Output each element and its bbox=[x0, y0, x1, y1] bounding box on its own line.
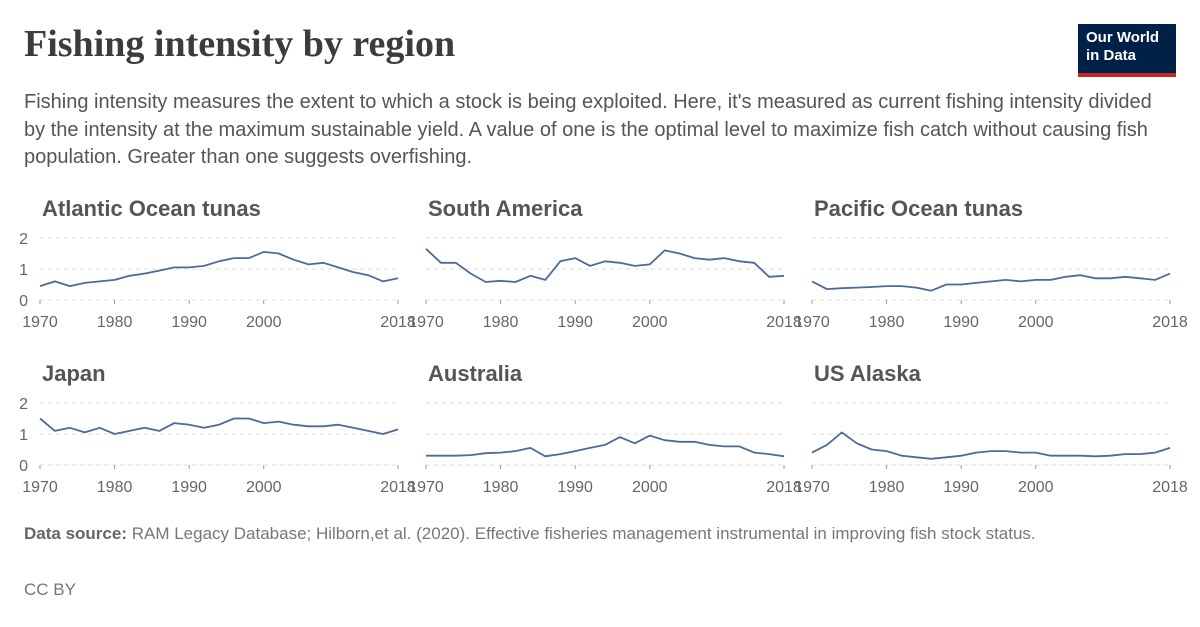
x-tick-label: 2018 bbox=[766, 479, 802, 496]
x-tick-label: 1970 bbox=[22, 314, 58, 331]
x-tick-label: 1990 bbox=[943, 479, 979, 496]
x-tick-label: 1990 bbox=[943, 314, 979, 331]
x-tick-label: 2018 bbox=[380, 479, 416, 496]
x-tick-label: 1970 bbox=[794, 479, 830, 496]
panel-title: Pacific Ocean tunas bbox=[814, 196, 1023, 221]
x-tick-label: 2000 bbox=[1018, 314, 1054, 331]
logo-line: Our World bbox=[1086, 29, 1160, 46]
x-tick-label: 1980 bbox=[483, 479, 519, 496]
y-tick-label: 2 bbox=[19, 396, 28, 413]
x-tick-label: 1990 bbox=[557, 479, 593, 496]
x-tick-label: 1980 bbox=[869, 314, 905, 331]
series-line bbox=[39, 417, 399, 435]
panel-title: US Alaska bbox=[814, 361, 922, 386]
panel-title: Atlantic Ocean tunas bbox=[42, 196, 261, 221]
title: Fishing intensity by region bbox=[24, 23, 456, 65]
x-tick-label: 2000 bbox=[1018, 479, 1054, 496]
logo[interactable]: Our World in Data bbox=[1078, 24, 1176, 77]
source: Data source: RAM Legacy Database; Hilbor… bbox=[24, 522, 1154, 546]
x-tick-label: 1970 bbox=[408, 479, 444, 496]
y-tick-label: 1 bbox=[19, 427, 28, 444]
panel-title: South America bbox=[428, 196, 583, 221]
y-tick-label: 0 bbox=[19, 458, 28, 475]
x-tick-label: 2000 bbox=[632, 314, 668, 331]
x-tick-label: 1980 bbox=[869, 479, 905, 496]
series-line bbox=[426, 434, 785, 458]
y-tick-label: 0 bbox=[19, 293, 28, 310]
series-line bbox=[425, 248, 785, 283]
source-label: Data source: bbox=[24, 524, 127, 543]
series-line bbox=[811, 272, 1171, 292]
license: CC BY bbox=[24, 580, 76, 599]
x-tick-label: 2018 bbox=[1152, 479, 1188, 496]
x-tick-label: 2018 bbox=[380, 314, 416, 331]
x-tick-label: 1990 bbox=[171, 314, 207, 331]
x-tick-label: 1990 bbox=[171, 479, 207, 496]
panel-title: Australia bbox=[428, 361, 523, 386]
x-tick-label: 1970 bbox=[408, 314, 444, 331]
y-tick-label: 2 bbox=[19, 231, 28, 248]
x-tick-label: 1980 bbox=[97, 314, 133, 331]
x-tick-label: 1970 bbox=[22, 479, 58, 496]
x-tick-label: 2000 bbox=[246, 314, 282, 331]
x-tick-label: 2018 bbox=[766, 314, 802, 331]
series-line bbox=[39, 251, 399, 287]
source-text: RAM Legacy Database; Hilborn,et al. (202… bbox=[131, 524, 1036, 543]
x-tick-label: 2000 bbox=[246, 479, 282, 496]
x-tick-label: 1980 bbox=[97, 479, 133, 496]
subtitle: Fishing intensity measures the extent to… bbox=[24, 91, 1152, 168]
x-tick-label: 2000 bbox=[632, 479, 668, 496]
series-line bbox=[811, 431, 1171, 460]
y-tick-label: 1 bbox=[19, 262, 28, 279]
x-tick-label: 1970 bbox=[794, 314, 830, 331]
logo-line: in Data bbox=[1086, 47, 1137, 64]
panel-title: Japan bbox=[42, 361, 106, 386]
x-tick-label: 1990 bbox=[557, 314, 593, 331]
x-tick-label: 2018 bbox=[1152, 314, 1188, 331]
x-tick-label: 1980 bbox=[483, 314, 519, 331]
